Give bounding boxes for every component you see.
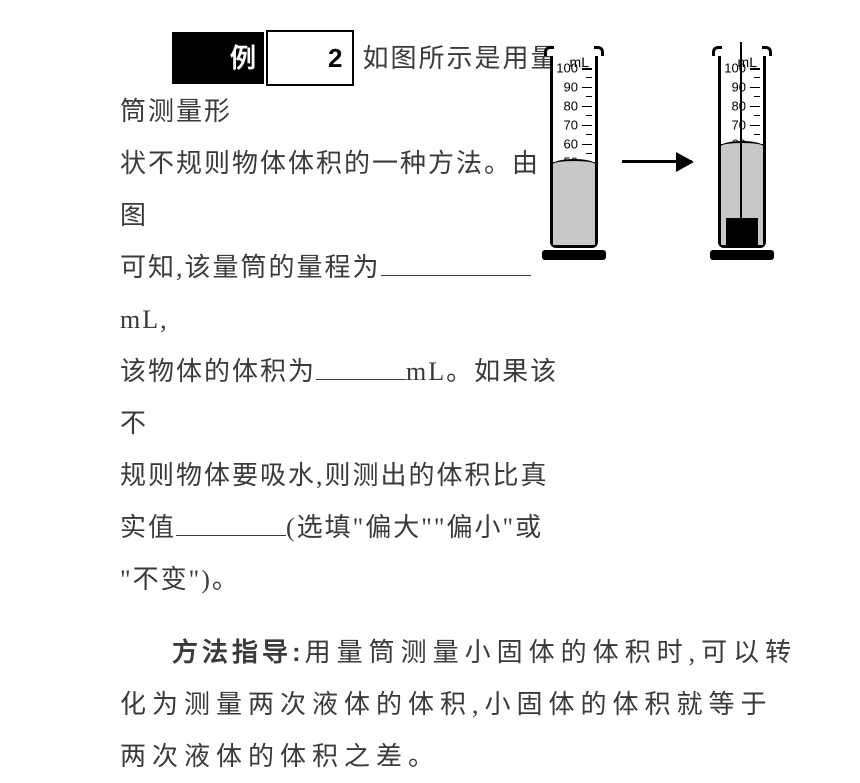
line-4a: 该物体的体积为 (120, 357, 316, 386)
lip-left (544, 46, 554, 56)
blank-range (381, 250, 531, 276)
string-line (740, 42, 742, 218)
blank-compare (176, 510, 286, 536)
arrow-icon (622, 160, 692, 163)
content-region: 例2如图所示是用量筒测量形 状不规则物体体积的一种方法。由图 可知,该量筒的量程… (120, 30, 800, 783)
line-6b: (选填"偏大""偏小"或 (286, 513, 543, 542)
base-right (710, 250, 774, 260)
cylinder-right: mL 100908070605040302010 (710, 50, 774, 260)
line-5: 规则物体要吸水,则测出的体积比真 (120, 461, 549, 490)
lip-right (594, 46, 604, 56)
lip-left-r (712, 46, 722, 56)
water-left (553, 162, 595, 245)
line-3a: 可知,该量筒的量程为 (120, 253, 381, 282)
line-2: 状不规则物体体积的一种方法。由图 (120, 149, 540, 230)
method-label: 方法指导: (172, 637, 305, 667)
line-3b: mL, (120, 305, 169, 334)
method-paragraph: 方法指导:用量筒测量小固体的体积时,可以转化为测量两次液体的体积,小固体的体积就… (120, 626, 800, 783)
base-left (542, 250, 606, 260)
line-6a: 实值 (120, 513, 176, 542)
solid-object (726, 218, 758, 248)
cylinder-left: mL 100908070605040302010 (542, 50, 606, 260)
example-number: 2 (266, 30, 354, 86)
example-label: 例 (172, 32, 264, 84)
lip-right-r (762, 46, 772, 56)
diagram: mL 100908070605040302010 mL 100908070605… (530, 50, 790, 280)
problem-text: 例2如图所示是用量筒测量形 状不规则物体体积的一种方法。由图 可知,该量筒的量程… (120, 30, 560, 606)
blank-volume (316, 354, 406, 380)
line-7: "不变")。 (120, 565, 240, 594)
